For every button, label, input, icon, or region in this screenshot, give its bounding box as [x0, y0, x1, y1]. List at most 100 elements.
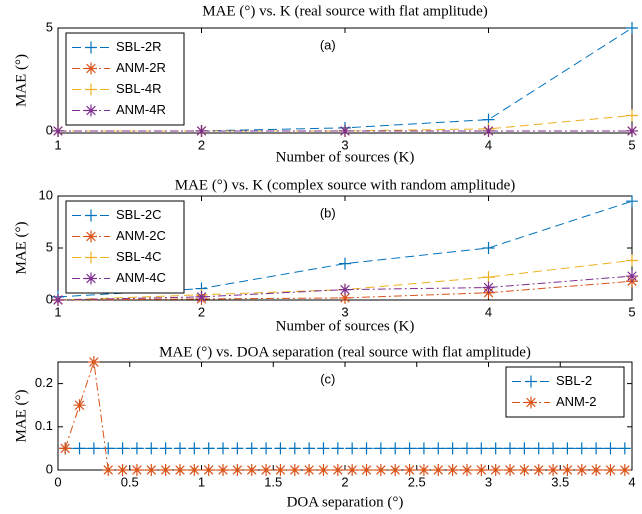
marker — [626, 270, 638, 283]
marker — [374, 442, 387, 455]
legend-marker — [85, 104, 97, 117]
x-tick-label: 2 — [198, 304, 205, 319]
marker — [188, 442, 201, 455]
marker — [360, 464, 373, 476]
x-tick-label: 2 — [341, 474, 348, 489]
y-tick-label: 0.2 — [35, 375, 53, 390]
legend-marker — [85, 83, 97, 96]
x-tick-label: 5 — [628, 137, 635, 152]
series-line — [64, 361, 625, 471]
x-axis-label: DOA separation (°) — [287, 494, 404, 510]
marker — [202, 464, 215, 476]
x-axis-label: Number of sources (K) — [276, 318, 415, 334]
y-axis-label: MAE (°) — [13, 54, 29, 107]
marker — [274, 442, 287, 455]
legend-marker — [85, 209, 97, 222]
marker — [288, 442, 301, 455]
marker — [173, 464, 186, 476]
legend-label: SBL-2 — [556, 373, 592, 388]
marker — [590, 442, 603, 455]
marker — [518, 442, 531, 455]
marker — [102, 442, 115, 455]
marker — [482, 124, 495, 137]
marker — [417, 442, 430, 455]
x-tick-label: 4 — [485, 304, 492, 319]
marker — [173, 442, 186, 455]
x-tick-label: 3 — [485, 474, 492, 489]
legend-label: SBL-4C — [116, 249, 162, 264]
marker — [159, 464, 172, 476]
marker — [482, 281, 495, 294]
y-tick-label: 0 — [46, 291, 53, 306]
marker — [626, 195, 638, 208]
x-tick-label: 1 — [198, 474, 205, 489]
marker — [460, 442, 473, 455]
marker — [260, 442, 273, 455]
x-tick-label: 0 — [54, 474, 61, 489]
marker — [389, 464, 402, 476]
marker — [482, 271, 495, 284]
marker — [561, 464, 574, 476]
marker — [626, 22, 638, 34]
marker — [159, 442, 172, 455]
legend-label: ANM-4C — [116, 270, 166, 285]
legend-label: ANM-4R — [116, 102, 166, 117]
marker — [245, 442, 258, 455]
x-tick-label: 1.5 — [264, 474, 282, 489]
marker — [317, 442, 330, 455]
x-tick-label: 3.5 — [551, 474, 569, 489]
marker — [575, 464, 588, 476]
marker — [403, 464, 416, 476]
marker — [130, 464, 143, 476]
marker — [360, 442, 373, 455]
marker — [475, 464, 488, 476]
marker — [339, 124, 351, 137]
marker — [561, 442, 574, 455]
marker — [432, 442, 445, 455]
legend-label: SBL-2R — [116, 39, 162, 54]
marker — [145, 442, 158, 455]
marker — [482, 242, 495, 254]
x-tick-label: 5 — [628, 304, 635, 319]
x-axis-label: Number of sources (K) — [276, 149, 415, 165]
marker — [195, 290, 208, 303]
x-tick-label: 2 — [198, 137, 205, 152]
marker — [87, 356, 100, 368]
marker — [389, 442, 402, 455]
x-tick-label: 1 — [54, 137, 61, 152]
legend-label: ANM-2C — [116, 228, 166, 243]
legend-marker — [525, 396, 537, 409]
marker — [374, 464, 387, 476]
marker — [231, 442, 244, 455]
marker — [489, 442, 502, 455]
marker — [446, 442, 459, 455]
chart-title: MAE (°) vs. DOA separation (real source … — [159, 344, 531, 360]
marker — [460, 464, 473, 476]
legend-marker — [85, 272, 97, 285]
marker — [231, 464, 244, 476]
marker — [626, 124, 638, 137]
annotation: (a) — [320, 37, 336, 52]
marker — [303, 464, 316, 476]
legend-box — [505, 366, 625, 418]
chart-title: MAE (°) vs. K (complex source with rando… — [175, 177, 516, 193]
marker — [489, 464, 502, 476]
legend-label: ANM-2R — [116, 60, 166, 75]
marker — [145, 464, 158, 476]
x-tick-label: 4 — [485, 137, 492, 152]
y-tick-label: 5 — [46, 239, 53, 254]
y-tick-label: 10 — [39, 187, 53, 202]
marker — [217, 464, 230, 476]
marker — [274, 464, 287, 476]
marker — [317, 464, 330, 476]
marker — [604, 442, 617, 455]
marker — [288, 464, 301, 476]
marker — [532, 464, 545, 476]
legend-box — [65, 32, 185, 126]
marker — [403, 442, 416, 455]
marker — [339, 283, 351, 296]
legend-label: SBL-4R — [116, 81, 162, 96]
marker — [130, 442, 143, 455]
annotation: (b) — [320, 205, 336, 220]
